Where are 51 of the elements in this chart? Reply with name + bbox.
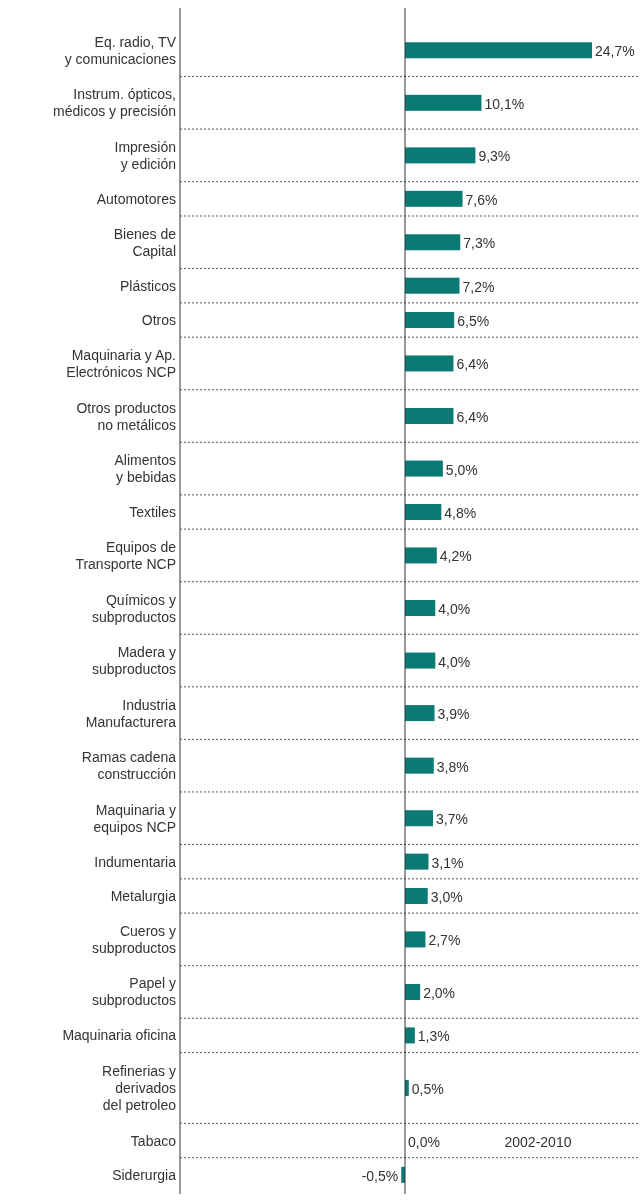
y-tick-label: Papel y subproductos [91, 975, 176, 1009]
y-tick-label: Indumentaria [94, 853, 177, 870]
data-label: 7,6% [465, 191, 498, 208]
y-tick-label: Siderurgia [112, 1166, 177, 1183]
data-label: 1,3% [417, 1028, 450, 1045]
data-label: 6,4% [456, 356, 489, 373]
data-label: 4,0% [438, 601, 471, 617]
data-label: 5,0% [445, 461, 478, 478]
y-tick-label: Automotores [96, 190, 176, 207]
data-label: -0,5% [361, 1167, 399, 1184]
y-tick-label: Industria Manufacturera [85, 696, 177, 730]
data-label: 3,7% [436, 811, 468, 828]
y-tick-label: Refinerias y derivados del petroleo [102, 1062, 177, 1113]
y-tick-label: Textiles [129, 504, 176, 521]
y-tick-label: Maquinaria y equipos NCP [93, 801, 176, 835]
data-label: 7,3% [463, 235, 496, 252]
y-tick-label: Eq. radio, TV y comunicaciones [64, 33, 177, 67]
data-label: 0,0% [408, 1133, 440, 1150]
data-label: 3,8% [436, 758, 469, 775]
y-tick-label: Alimentos y bebidas [114, 452, 176, 486]
data-label: 10,1% [484, 95, 525, 112]
y-tick-label: Ramas cadena construcción [81, 749, 177, 783]
data-label: 7,2% [462, 278, 495, 295]
data-label: 2,7% [428, 932, 461, 949]
data-label: 24,7% [595, 43, 635, 60]
data-label: 4,2% [439, 548, 472, 565]
data-label: 6,5% [457, 313, 490, 330]
y-tick-label: Otros productos no metálicos [76, 399, 176, 433]
data-label: 4,0% [438, 653, 471, 670]
y-tick-label: Plásticos [119, 277, 176, 294]
y-tick-label: Maquinaria y Ap. Electrónicos NCP [66, 346, 176, 380]
y-tick-label: Equipos de Transporte NCP [75, 538, 177, 572]
y-tick-label: Cueros y subproductos [91, 922, 176, 956]
annotation: 2002-2010 [504, 1133, 572, 1150]
y-tick-label: Maquinaria oficina [62, 1027, 177, 1044]
y-tick-label: Tabaco [130, 1132, 177, 1149]
y-tick-label: Impresión y edición [114, 138, 176, 172]
data-label: 9,3% [478, 148, 511, 165]
y-tick-label: Otros [141, 312, 176, 329]
data-label: 3,0% [430, 888, 463, 905]
y-tick-label: Bienes de Capital [113, 225, 177, 259]
y-tick-label: Instrum. ópticos, médicos y precisión [53, 86, 176, 120]
data-label: 3,9% [437, 706, 470, 723]
data-label: 2,0% [423, 984, 456, 1001]
y-tick-label: Madera y subproductos [91, 644, 176, 678]
data-label: 6,4% [456, 409, 489, 426]
y-tick-label: Químicos y subproductos [91, 591, 176, 625]
data-label: 0,5% [411, 1080, 444, 1097]
data-label: 4,8% [444, 505, 477, 522]
data-label: 3,1% [431, 854, 464, 871]
y-tick-label: Metalurgia [110, 887, 177, 904]
